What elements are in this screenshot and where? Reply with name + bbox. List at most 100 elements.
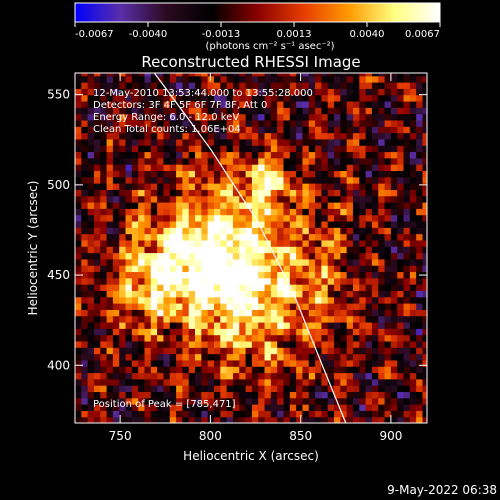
heatmap-cell (340, 75, 348, 83)
heatmap-cell (226, 88, 234, 96)
heatmap-cell (251, 132, 259, 140)
heatmap-cell (245, 328, 253, 336)
heatmap-cell (264, 366, 272, 374)
heatmap-cell (327, 201, 335, 209)
heatmap-cell (416, 315, 424, 323)
heatmap-cell (258, 277, 266, 285)
heatmap-cell (207, 239, 215, 247)
heatmap-cell (138, 315, 146, 323)
heatmap-cell (409, 309, 417, 317)
heatmap-cell (302, 145, 310, 153)
heatmap-cell (119, 252, 127, 260)
heatmap-cell (163, 239, 171, 247)
heatmap-cell (125, 132, 133, 140)
heatmap-cell (245, 138, 253, 146)
heatmap-cell (163, 100, 171, 108)
y-tick-label: 550 (47, 88, 70, 102)
heatmap-cell (87, 397, 95, 405)
heatmap-cell (270, 189, 278, 197)
heatmap-cell (87, 309, 95, 317)
heatmap-cell (144, 265, 152, 273)
heatmap-cell (346, 284, 354, 291)
heatmap-cell (163, 410, 171, 418)
heatmap-cell (258, 176, 266, 184)
heatmap-cell (315, 347, 322, 355)
heatmap-cell (188, 404, 196, 411)
heatmap-cell (346, 410, 354, 418)
heatmap-cell (302, 366, 310, 374)
heatmap-cell (150, 170, 158, 178)
heatmap-cell (334, 151, 341, 159)
heatmap-cell (81, 208, 89, 216)
heatmap-cell (321, 258, 329, 266)
heatmap-cell (182, 183, 190, 190)
heatmap-cell (327, 309, 335, 317)
heatmap-cell (346, 119, 354, 127)
heatmap-cell (87, 410, 95, 418)
heatmap-cell (163, 315, 171, 323)
heatmap-cell (144, 233, 152, 241)
heatmap-cell (176, 119, 184, 127)
heatmap-cell (163, 113, 171, 121)
heatmap-cell (346, 334, 354, 342)
heatmap-cell (112, 296, 120, 304)
colorbar-unit: (photons cm⁻² s⁻¹ asec⁻²) (205, 41, 334, 52)
heatmap-cell (403, 385, 411, 393)
heatmap-cell (239, 284, 247, 291)
heatmap-cell (378, 119, 386, 127)
heatmap-cell (245, 82, 253, 89)
heatmap-cell (270, 385, 278, 393)
heatmap-cell (321, 157, 329, 165)
heatmap-cell (359, 113, 367, 121)
heatmap-cell (213, 397, 221, 405)
heatmap-cell (296, 271, 304, 279)
heatmap-cell (352, 126, 360, 134)
heatmap-cell (239, 164, 247, 172)
heatmap-cell (340, 107, 348, 115)
heatmap-cell (131, 201, 139, 209)
heatmap-cell (258, 233, 266, 241)
heatmap-cell (397, 94, 405, 102)
heatmap-cell (302, 176, 310, 184)
heatmap-cell (397, 397, 405, 405)
heatmap-cell (397, 170, 405, 178)
heatmap-cell (169, 151, 177, 159)
heatmap-cell (289, 100, 297, 108)
heatmap-cell (100, 378, 108, 386)
heatmap-cell (327, 277, 335, 285)
heatmap-cell (150, 164, 158, 172)
heatmap-cell (308, 328, 316, 336)
heatmap-cell (270, 372, 278, 380)
heatmap-cell (163, 334, 171, 342)
heatmap-cell (352, 119, 360, 127)
x-tick-label: 850 (289, 429, 312, 443)
annotation-detectors: Detectors: 3F 4F 5F 6F 7F 8F, Att 0 (93, 100, 267, 111)
heatmap-cell (226, 397, 234, 405)
heatmap-cell (157, 404, 165, 411)
heatmap-cell (201, 347, 209, 355)
heatmap-cell (359, 170, 367, 178)
heatmap-cell (390, 239, 398, 247)
heatmap-cell (239, 277, 247, 285)
heatmap-cell (340, 252, 348, 260)
heatmap-cell (277, 303, 285, 310)
heatmap-cell (201, 309, 209, 317)
heatmap-cell (390, 246, 398, 254)
heatmap-cell (416, 372, 424, 380)
heatmap-cell (296, 113, 304, 121)
heatmap-cell (131, 303, 139, 310)
heatmap-cell (239, 100, 247, 108)
heatmap-cell (346, 359, 354, 367)
heatmap-cell (397, 265, 405, 273)
heatmap-cell (106, 220, 114, 228)
heatmap-cell (409, 328, 417, 336)
heatmap-cell (251, 82, 259, 89)
heatmap-cell (112, 195, 120, 203)
heatmap-cell (220, 410, 228, 418)
heatmap-cell (371, 347, 379, 355)
heatmap-cell (112, 201, 120, 209)
heatmap-cell (169, 416, 177, 423)
heatmap-cell (384, 227, 392, 235)
heatmap-cell (150, 416, 158, 423)
heatmap-cell (188, 208, 196, 216)
